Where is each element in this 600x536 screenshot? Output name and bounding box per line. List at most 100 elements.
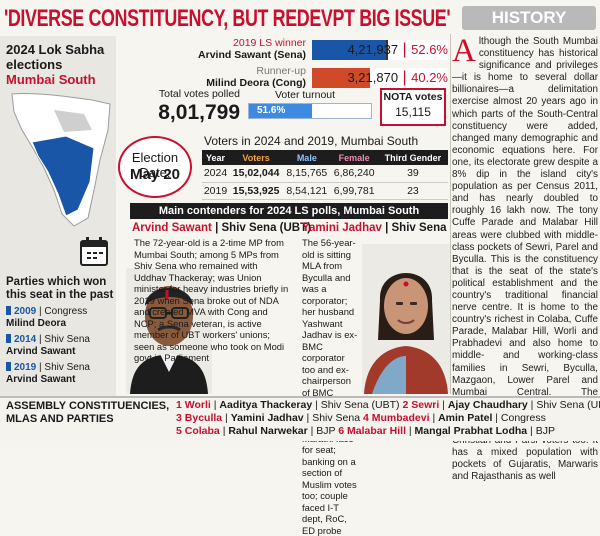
- runner-name: Milind Deora (Cong): [206, 77, 306, 89]
- nota-box: NOTA votes 15,115: [380, 88, 446, 126]
- contender-left-desc-text: The 72-year-old is a 2-time MP from Mumb…: [134, 237, 289, 363]
- contender-right-desc-text: The 56-year-old is sitting MLA from Bycu…: [302, 237, 358, 536]
- cell-male: 8,15,765: [283, 165, 331, 183]
- runner-percent: 40.2%: [411, 70, 448, 85]
- turnout-bar: 51.6%: [248, 103, 372, 119]
- seat-name: Mumbadevi: [371, 412, 430, 424]
- seat-number: 6: [338, 425, 345, 437]
- past-party: Congress: [44, 306, 88, 317]
- past-year: 2009: [14, 306, 37, 317]
- cell-female: 6,86,240: [330, 165, 378, 183]
- nota-label: NOTA votes: [383, 91, 443, 103]
- bullet-marker: [6, 362, 11, 371]
- seat-name: Colaba: [184, 425, 220, 437]
- runner-vote-readout: 3,21,870 | 40.2%: [347, 69, 448, 86]
- assembly-line-2: 3 Byculla | Yamini Jadhav | Shiv Sena 4 …: [176, 412, 546, 424]
- election-date-circle: [118, 136, 192, 198]
- cell-year: 2024: [202, 165, 230, 183]
- mla-name: Mangal Prabhat Lodha: [414, 425, 528, 437]
- contender-right-desc: The 56-year-old is sitting MLA from Bycu…: [302, 237, 360, 536]
- past-winner: Arvind Sawant: [6, 346, 76, 357]
- header-voters: Voters: [229, 150, 284, 165]
- mla-name: Rahul Narwekar: [228, 425, 308, 437]
- winner-block: 2019 LS winner Arvind Sawant (Sena): [130, 37, 306, 61]
- history-tag: HISTORY: [462, 6, 596, 30]
- contender-right-photo: [362, 244, 450, 394]
- contender-right-name: Yamini Jadhav: [302, 222, 382, 234]
- runner-vote-bar: [312, 68, 448, 88]
- calendar-icon: [80, 237, 108, 266]
- constituency-map: [11, 92, 111, 227]
- mla-party: Shiv Sena (UBT): [320, 399, 400, 411]
- cell-female: 6,99,781: [330, 182, 378, 200]
- header-male: Male: [283, 150, 331, 165]
- seat-name: Malabar Hill: [347, 425, 406, 437]
- assembly-line-1: 1 Worli | Aaditya Thackeray | Shiv Sena …: [176, 399, 600, 412]
- total-votes-label: Total votes polled: [158, 88, 240, 100]
- contenders-title: Main contenders for 2024 LS polls, Mumba…: [130, 203, 448, 219]
- turnout-bar-fill: 51.6%: [249, 104, 312, 118]
- past-result-2014: 2014 | Shiv Sena Arvind Sawant: [6, 334, 90, 357]
- seat-number: 5: [176, 425, 182, 437]
- mla-party: Congress: [500, 412, 546, 424]
- contender-left-name: Arvind Sawant: [132, 222, 212, 234]
- column-divider: [450, 34, 451, 394]
- assembly-strip: [0, 396, 600, 441]
- voters-table-title: Voters in 2024 and 2019, Mumbai South: [204, 134, 419, 148]
- cell-third-gender: 23: [377, 182, 448, 200]
- table-row: 2024 15,02,044 8,15,765 6,86,240 39: [202, 165, 448, 183]
- contender-left-photo: [126, 268, 212, 394]
- bullet-marker: [6, 334, 11, 343]
- seat-name: Worli: [184, 399, 211, 411]
- cell-third-gender: 39: [377, 165, 448, 183]
- headline: 'DIVERSE CONSTITUENCY, BUT REDEVPT BIG I…: [4, 5, 451, 32]
- assembly-title: ASSEMBLY CONSTITUENCIES, MLAS AND PARTIE…: [6, 400, 170, 425]
- mla-name: Ajay Chaudhary: [447, 399, 528, 411]
- winner-label: 2019 LS winner: [233, 37, 306, 49]
- election-date-label: Election Date:: [131, 150, 179, 180]
- runner-votes: 3,21,870: [347, 70, 399, 85]
- winner-vote-readout: 4,21,937 | 52.6%: [347, 41, 448, 58]
- past-result-2019: 2019 | Shiv Sena Arvind Sawant: [6, 362, 90, 385]
- contender-left-desc: The 72-year-old is a 2-time MP from Mumb…: [134, 237, 292, 364]
- total-votes-value: 8,01,799: [158, 101, 240, 124]
- past-winner: Milind Deora: [6, 318, 67, 329]
- mla-name: Yamini Jadhav: [230, 412, 304, 424]
- winner-percent: 52.6%: [411, 42, 448, 57]
- mla-party: BJP: [316, 425, 336, 437]
- voters-table: Year Voters Male Female Third Gender 202…: [202, 150, 448, 200]
- parties-won-title: Parties which won this seat in the past: [6, 276, 114, 301]
- winner-vote-bar: [312, 40, 448, 60]
- past-result-2009: 2009 | Congress Milind Deora: [6, 306, 88, 329]
- past-party: Shiv Sena: [44, 362, 90, 373]
- mla-party: Shiv Sena: [312, 412, 361, 424]
- nota-value: 15,115: [395, 105, 431, 119]
- contender-left-party: Shiv Sena (UBT): [221, 222, 311, 234]
- turnout-label: Voter turnout: [274, 89, 336, 101]
- contender-left-heading: Arvind Sawant | Shiv Sena (UBT): [132, 222, 311, 234]
- bullet-marker: [6, 306, 11, 315]
- header-year: Year: [202, 150, 230, 165]
- table-row: 2019 15,53,925 8,54,121 6,99,781 23: [202, 182, 448, 200]
- seat-number: 1: [176, 399, 182, 411]
- table-header-row: Year Voters Male Female Third Gender: [202, 150, 448, 165]
- election-date-value: May 20: [129, 166, 181, 183]
- seat-number: 4: [363, 412, 369, 424]
- runner-label: Runner-up: [256, 65, 306, 77]
- seat-number: 3: [176, 412, 182, 424]
- cell-year: 2019: [202, 182, 230, 200]
- assembly-line-3: 5 Colaba | Rahul Narwekar | BJP 6 Malaba…: [176, 425, 555, 437]
- winner-name: Arvind Sawant (Sena): [198, 49, 306, 61]
- runner-block: Runner-up Milind Deora (Cong): [130, 65, 306, 89]
- winner-bar-fill: [312, 40, 389, 60]
- seat-number: 2: [402, 399, 409, 411]
- mla-party: BJP: [535, 425, 555, 437]
- sidebar-title: 2024 Lok Sabha elections: [6, 42, 105, 72]
- header-female: Female: [330, 150, 378, 165]
- runner-bar-fill: [312, 68, 371, 88]
- past-party: Shiv Sena: [44, 334, 90, 345]
- cell-voters: 15,53,925: [229, 182, 284, 200]
- past-year: 2019: [14, 362, 37, 373]
- contender-right-party: Shiv Sena: [391, 222, 447, 234]
